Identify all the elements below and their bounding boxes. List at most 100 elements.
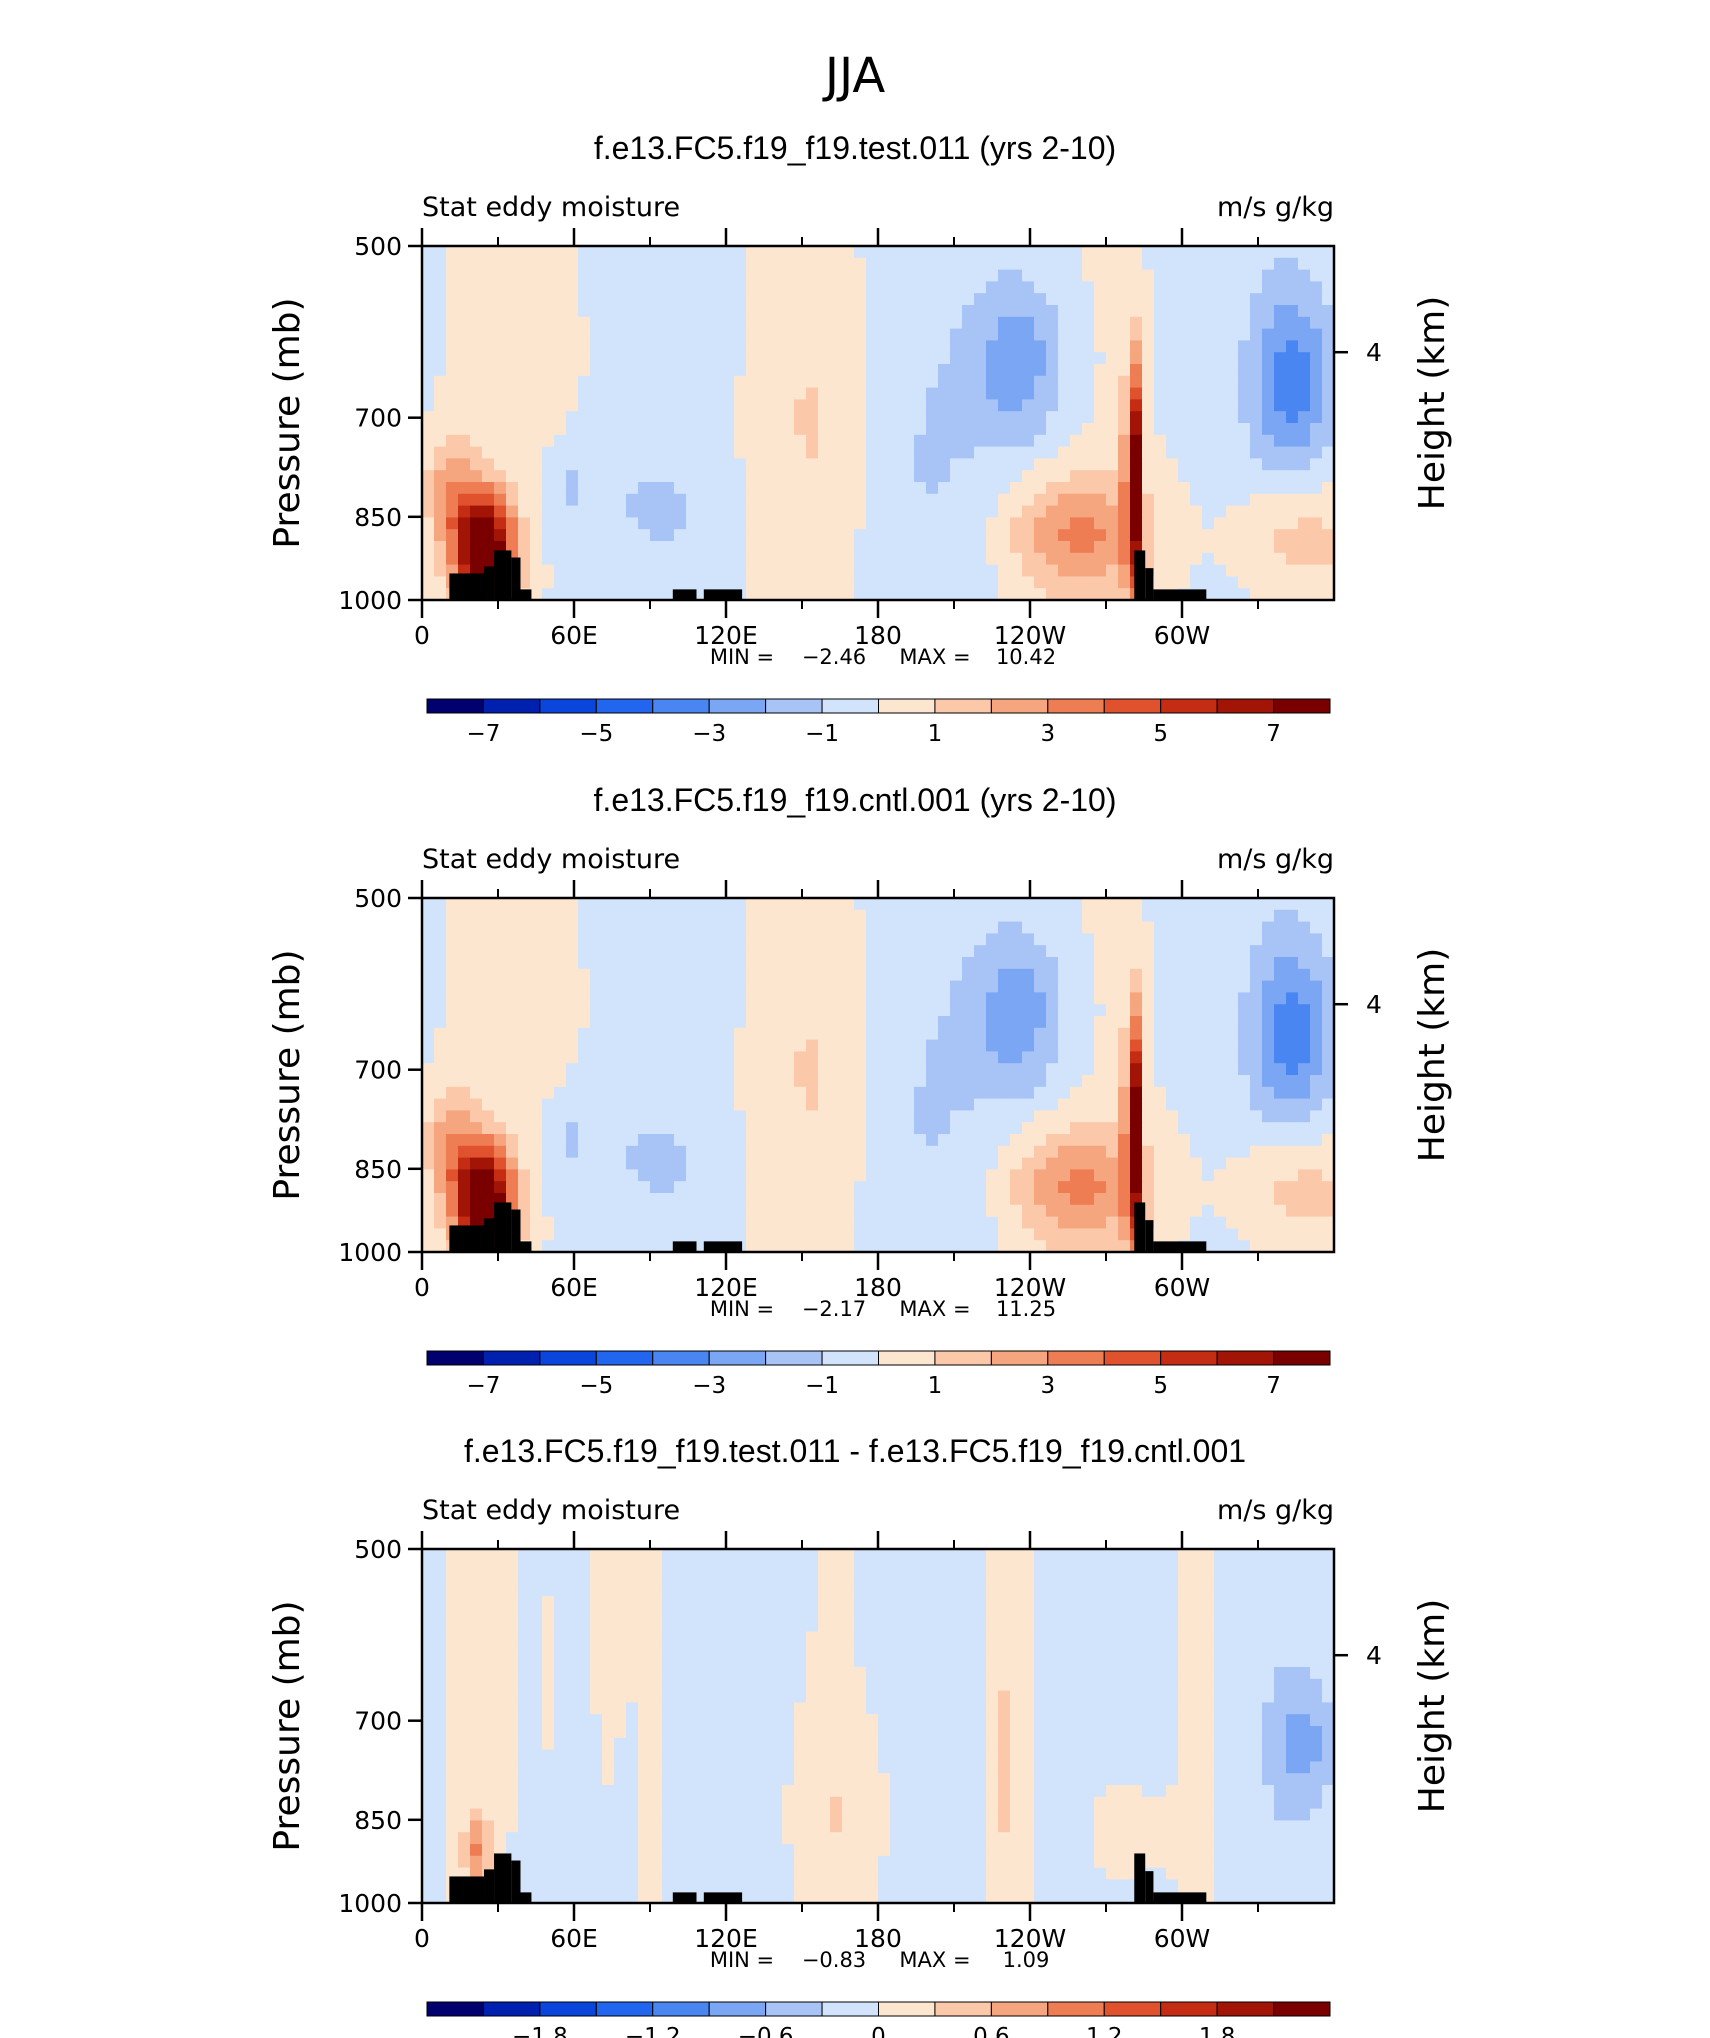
field-cell <box>566 909 579 923</box>
field-cell <box>998 446 1011 459</box>
field-cell <box>1286 992 1299 1005</box>
field-cell <box>1094 529 1107 542</box>
field-cell <box>878 552 891 566</box>
field-cell <box>782 1193 795 1206</box>
field-cell <box>1226 458 1239 471</box>
field-cell <box>986 246 999 259</box>
field-cell <box>950 552 963 566</box>
field-cell <box>914 387 927 400</box>
field-cell <box>1238 909 1251 923</box>
field-cell <box>950 1086 963 1100</box>
field-cell <box>1082 387 1095 400</box>
field-cell <box>1178 980 1191 993</box>
field-cell <box>1118 1240 1131 1253</box>
field-cell <box>482 968 495 982</box>
field-cell <box>1046 281 1059 294</box>
field-cell <box>446 1098 459 1111</box>
field-cell <box>950 269 963 282</box>
field-cell <box>638 1027 651 1041</box>
field-cell <box>506 957 519 970</box>
field-cell <box>794 1145 807 1159</box>
field-cell <box>842 293 855 306</box>
field-cell <box>914 1027 927 1041</box>
field-cell <box>1250 423 1263 436</box>
field-cell <box>890 1004 903 1017</box>
field-cell <box>1130 305 1143 318</box>
field-cell <box>674 246 687 259</box>
field-cell <box>830 316 843 330</box>
field-cell <box>998 980 1011 993</box>
field-cell <box>614 257 627 271</box>
field-cell <box>1262 493 1275 507</box>
field-cell <box>998 482 1011 495</box>
field-cell <box>758 399 771 412</box>
field-cell <box>1106 269 1119 282</box>
field-cell <box>818 1051 831 1064</box>
field-cell <box>974 945 987 958</box>
field-cell <box>1310 1560 1323 1574</box>
field-cell <box>1118 945 1131 958</box>
field-cell <box>482 423 495 436</box>
field-cell <box>854 364 867 377</box>
field-cell <box>674 1063 687 1076</box>
field-cell <box>842 945 855 958</box>
field-cell <box>986 328 999 341</box>
field-cell <box>1238 564 1251 577</box>
field-cell <box>758 505 771 518</box>
field-cell <box>626 1063 639 1076</box>
field-cell <box>806 305 819 318</box>
field-cell <box>554 1560 567 1574</box>
field-cell <box>998 909 1011 923</box>
field-cell <box>902 387 915 400</box>
field-cell <box>662 434 675 448</box>
field-cell <box>590 281 603 294</box>
field-cell <box>434 1051 447 1064</box>
field-cell <box>1262 352 1275 365</box>
field-cell <box>1154 411 1167 424</box>
field-cell <box>950 446 963 459</box>
field-cell <box>1190 1216 1203 1229</box>
field-cell <box>686 375 699 389</box>
field-cell <box>590 1157 603 1170</box>
field-cell <box>1262 399 1275 412</box>
field-cell <box>854 909 867 923</box>
field-cell <box>434 980 447 993</box>
field-cell <box>542 1193 555 1206</box>
field-cell <box>446 328 459 341</box>
field-cell <box>1046 517 1059 530</box>
field-cell <box>1070 458 1083 471</box>
field-cell <box>518 1145 531 1159</box>
field-cell <box>590 564 603 577</box>
field-cell <box>962 375 975 389</box>
field-cell <box>566 1240 579 1253</box>
field-cell <box>830 340 843 353</box>
field-cell <box>1310 552 1323 566</box>
field-cell <box>1322 1572 1335 1585</box>
field-cell <box>854 446 867 459</box>
field-cell <box>914 423 927 436</box>
field-cell <box>1190 1181 1203 1194</box>
field-cell <box>530 1098 543 1111</box>
field-cell <box>650 945 663 958</box>
field-cell <box>1070 1122 1083 1135</box>
field-cell <box>1190 921 1203 934</box>
field-cell <box>842 552 855 566</box>
field-cell <box>1322 1181 1335 1194</box>
field-cell <box>1010 564 1023 577</box>
field-cell <box>1130 1075 1143 1088</box>
field-cell <box>650 375 663 389</box>
field-cell <box>1190 423 1203 436</box>
field-cell <box>1238 957 1251 970</box>
field-cell <box>734 980 747 993</box>
field-cell <box>470 1098 483 1111</box>
field-cell <box>734 1560 747 1574</box>
field-cell <box>590 1584 603 1597</box>
field-cell <box>710 246 723 259</box>
field-cell <box>758 541 771 554</box>
field-cell <box>1214 588 1227 601</box>
field-cell <box>470 293 483 306</box>
field-cell <box>542 968 555 982</box>
field-cell <box>746 328 759 341</box>
field-cell <box>1238 316 1251 330</box>
field-cell <box>1166 1016 1179 1029</box>
